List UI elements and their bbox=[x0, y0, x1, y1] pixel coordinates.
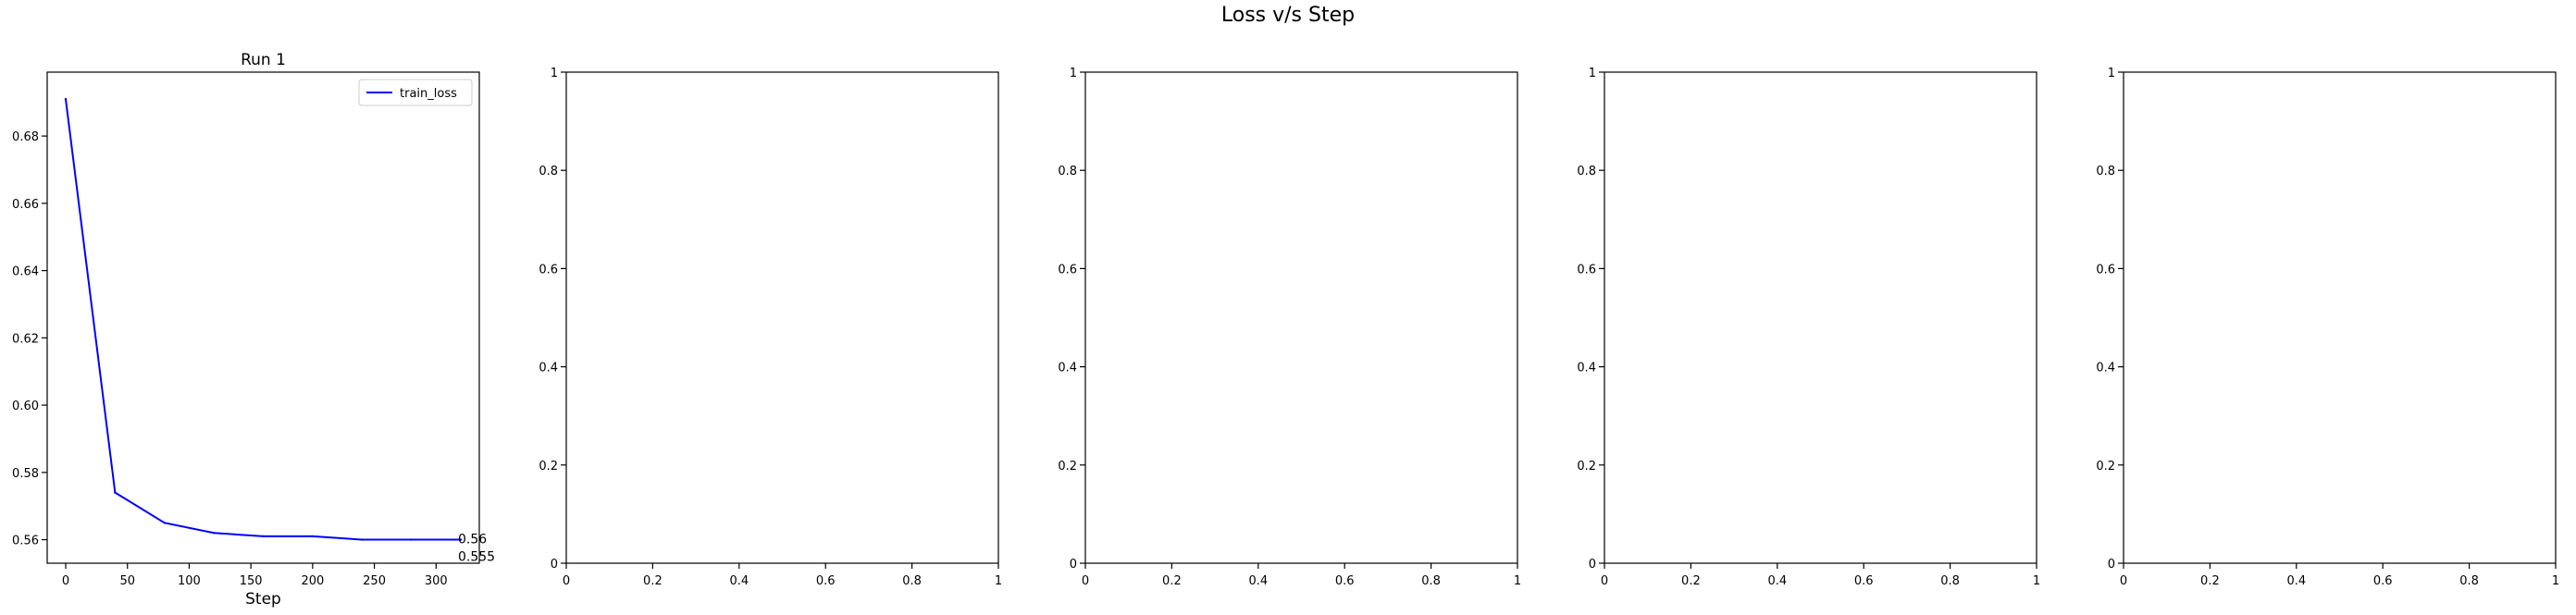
y-tick-label: 0 bbox=[2108, 558, 2115, 572]
y-tick-label: 0.8 bbox=[2096, 165, 2115, 178]
y-tick-label: 0.2 bbox=[2096, 460, 2115, 474]
series-point bbox=[361, 538, 364, 541]
x-tick-label: 100 bbox=[178, 574, 201, 588]
y-tick-label: 0.60 bbox=[12, 400, 39, 413]
y-tick-label: 0.6 bbox=[2096, 263, 2115, 277]
y-tick-label: 0.68 bbox=[12, 130, 39, 144]
x-tick-label: 1 bbox=[1514, 574, 1521, 588]
y-tick-label: 0 bbox=[1070, 558, 1077, 572]
x-tick-label: 0.2 bbox=[643, 574, 663, 588]
axes-frame bbox=[565, 71, 999, 564]
y-tick-label: 1 bbox=[1070, 67, 1077, 80]
subplot-1: 0 50 100 150 200 250 300 0.56 0.58 0.60 0.62 0.64 0.… bbox=[12, 51, 495, 609]
subplot-2: 0 0.2 0.4 0.6 0.8 1 0 0.2 0.4 0.6 0.8 1 bbox=[539, 67, 1002, 588]
y-tick-label: 0.6 bbox=[1577, 263, 1596, 277]
y-tick-label: 0.4 bbox=[539, 362, 558, 375]
value-annotation: 0.555 bbox=[458, 550, 495, 565]
y-tick-label: 1 bbox=[551, 67, 558, 80]
x-tick-label: 0 bbox=[563, 574, 570, 588]
y-tick-label: 0.4 bbox=[1577, 362, 1596, 375]
axes-frame bbox=[1084, 71, 1518, 564]
x-tick-label: 0 bbox=[62, 574, 69, 588]
y-tick-label: 0.64 bbox=[12, 265, 39, 279]
axes-frame bbox=[2123, 71, 2557, 564]
x-tick-label: 0.4 bbox=[1248, 574, 1268, 588]
x-tick-label: 0.6 bbox=[1335, 574, 1355, 588]
series-point bbox=[212, 532, 216, 535]
x-tick-label: 0.2 bbox=[1681, 574, 1701, 588]
y-tick-label: 1 bbox=[1589, 67, 1596, 80]
y-tick-label: 0.2 bbox=[539, 460, 558, 474]
y-tick-label: 0.58 bbox=[12, 467, 39, 481]
x-tick-label: 0.8 bbox=[1940, 574, 1960, 588]
x-tick-label: 1 bbox=[2552, 574, 2559, 588]
figure-title: Loss v/s Step bbox=[1220, 4, 1356, 27]
x-tick-label: 0.4 bbox=[2286, 574, 2306, 588]
series-point bbox=[114, 491, 117, 494]
y-tick-label: 0.8 bbox=[539, 165, 558, 178]
x-tick-label: 0 bbox=[1601, 574, 1608, 588]
series-point bbox=[262, 535, 265, 538]
y-tick-label: 1 bbox=[2108, 67, 2115, 80]
x-tick-label: 0.4 bbox=[729, 574, 749, 588]
x-tick-label: 0.8 bbox=[902, 574, 922, 588]
x-tick-label: 0.2 bbox=[2200, 574, 2220, 588]
y-tick-label: 0.2 bbox=[1058, 460, 1077, 474]
subplot-3: 0 0.2 0.4 0.6 0.8 1 0 0.2 0.4 0.6 0.8 1 bbox=[1058, 67, 1521, 588]
axes-frame bbox=[1604, 71, 2037, 564]
series-point bbox=[163, 522, 166, 524]
x-tick-label: 300 bbox=[425, 574, 448, 588]
x-tick-label: 0.6 bbox=[1854, 574, 1874, 588]
x-tick-label: 0.6 bbox=[2373, 574, 2393, 588]
x-tick-label: 0 bbox=[1082, 574, 1089, 588]
x-tick-label: 0.2 bbox=[1162, 574, 1182, 588]
y-tick-label: 0.2 bbox=[1577, 460, 1596, 474]
x-axis-label: Step bbox=[245, 590, 281, 609]
y-tick-label: 0.6 bbox=[539, 263, 558, 277]
x-tick-label: 0.8 bbox=[1421, 574, 1441, 588]
series-point bbox=[459, 538, 463, 541]
x-tick-label: 200 bbox=[301, 574, 324, 588]
y-tick-label: 0.4 bbox=[2096, 362, 2115, 375]
x-tick-label: 150 bbox=[240, 574, 263, 588]
y-tick-label: 0 bbox=[1589, 558, 1596, 572]
x-tick-label: 1 bbox=[995, 574, 1002, 588]
x-tick-label: 0.6 bbox=[816, 574, 836, 588]
y-tick-label: 0.4 bbox=[1058, 362, 1077, 375]
subplot-5: 0 0.2 0.4 0.6 0.8 1 0 0.2 0.4 0.6 0.8 1 bbox=[2096, 67, 2559, 588]
series-point bbox=[64, 97, 68, 101]
x-tick-label: 50 bbox=[119, 574, 135, 588]
y-tick-label: 0.56 bbox=[12, 535, 39, 548]
series-point bbox=[311, 535, 315, 538]
y-tick-label: 0.66 bbox=[12, 198, 39, 212]
series-line bbox=[65, 98, 461, 541]
legend-box bbox=[358, 79, 473, 106]
y-tick-label: 0.62 bbox=[12, 332, 39, 346]
x-tick-label: 250 bbox=[363, 574, 386, 588]
y-tick-label: 0.6 bbox=[1058, 263, 1077, 277]
series-point bbox=[410, 538, 413, 541]
x-tick-label: 1 bbox=[2033, 574, 2040, 588]
subplot-4: 0 0.2 0.4 0.6 0.8 1 0 0.2 0.4 0.6 0.8 1 bbox=[1577, 67, 2040, 588]
axes-frame bbox=[46, 71, 480, 564]
legend-label: train_loss bbox=[400, 87, 457, 101]
x-tick-label: 0 bbox=[2120, 574, 2127, 588]
x-tick-label: 0.8 bbox=[2459, 574, 2479, 588]
subplot-title: Run 1 bbox=[241, 51, 286, 69]
y-tick-label: 0.8 bbox=[1058, 165, 1077, 178]
y-tick-label: 0.8 bbox=[1577, 165, 1596, 178]
y-tick-label: 0 bbox=[551, 558, 558, 572]
value-annotation: 0.56 bbox=[458, 533, 487, 547]
x-tick-label: 0.4 bbox=[1767, 574, 1787, 588]
